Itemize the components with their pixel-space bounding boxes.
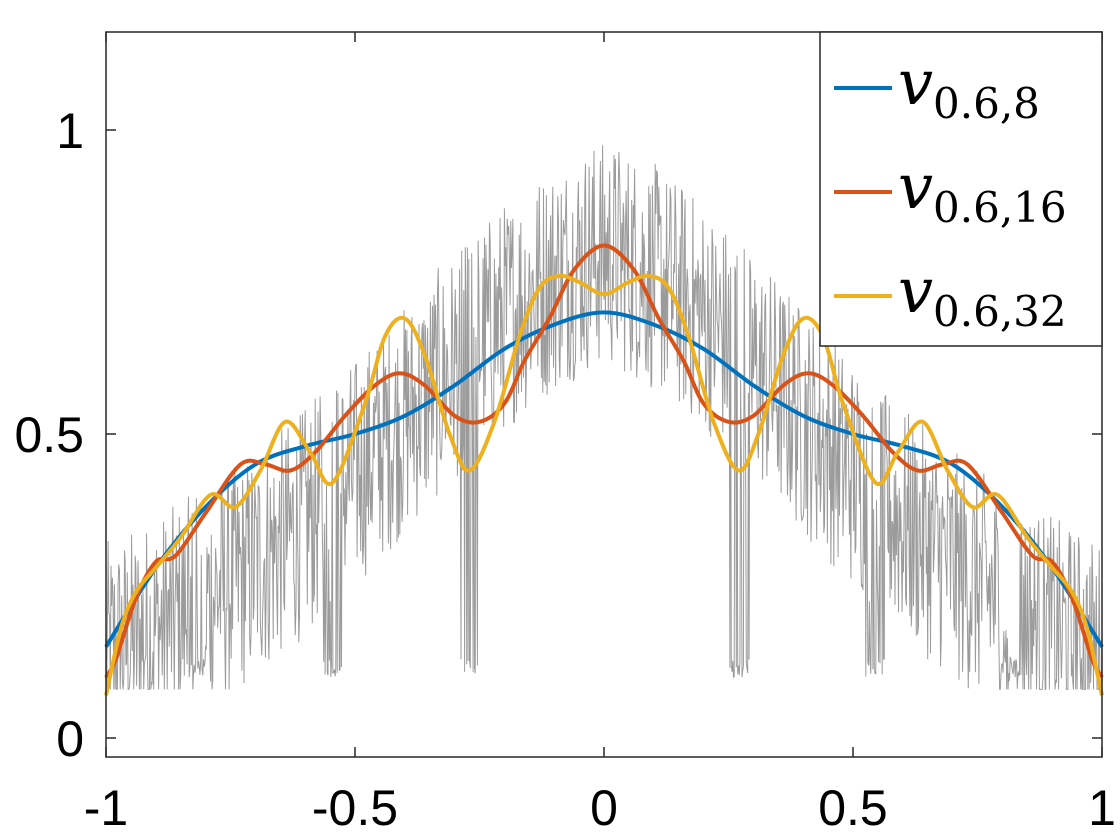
- legend-label: v0.6,32: [898, 254, 1067, 336]
- legend-label: v0.6,16: [898, 150, 1067, 232]
- legend: v0.6,8 v0.6,16 v0.6,32: [819, 31, 1103, 347]
- x-tick-label: 1: [1088, 780, 1116, 836]
- legend-box: [819, 31, 1103, 347]
- y-tick-label: 1: [56, 103, 84, 159]
- tick-labels: -1 -0.5 0 0.5 1 0 0.5 1: [14, 103, 1115, 836]
- series-line-0-6-16: [104, 243, 1104, 679]
- y-tick-label: 0: [56, 711, 84, 767]
- x-tick-label: 0: [590, 780, 618, 836]
- x-tick-label: -1: [84, 780, 128, 836]
- series-layer: [104, 243, 1104, 696]
- x-tick-label: -0.5: [312, 780, 398, 836]
- legend-label: v0.6,8: [898, 46, 1040, 128]
- series-line-0-6-32: [104, 273, 1104, 696]
- x-tick-label: 0.5: [818, 780, 888, 836]
- series-line-0-6-8: [104, 310, 1104, 648]
- y-tick-label: 0.5: [14, 407, 84, 463]
